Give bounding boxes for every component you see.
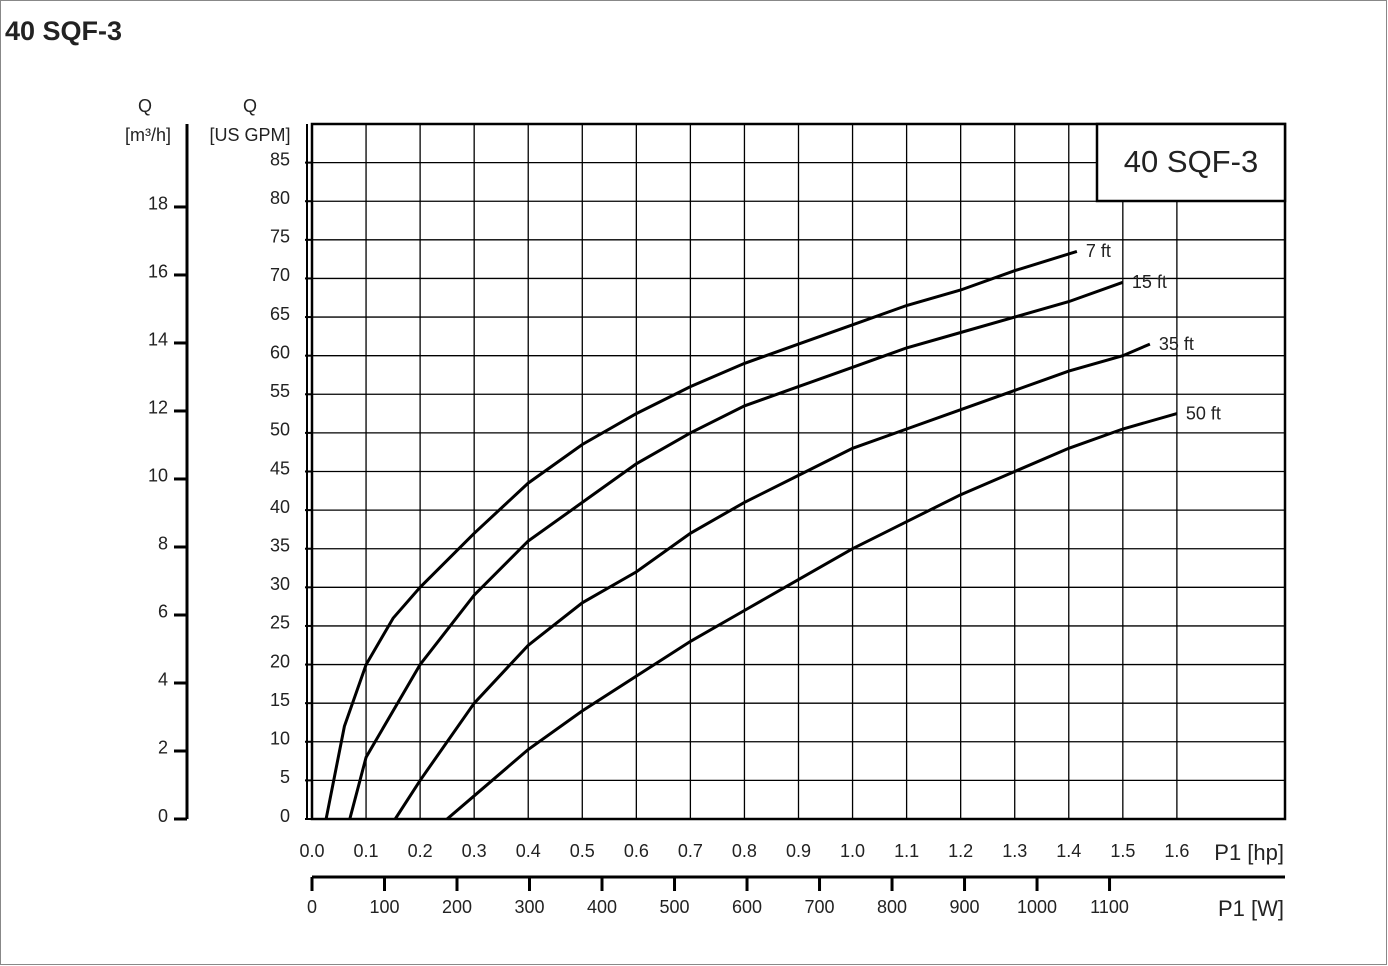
x-tick-label: 1.5 [1110, 841, 1135, 861]
y-tick-label: 85 [270, 149, 290, 169]
x2-tick-label: 700 [805, 897, 835, 917]
x-tick-label: 1.1 [894, 841, 919, 861]
y2-tick-label: 8 [158, 534, 168, 554]
x2-tick-label: 0 [307, 897, 317, 917]
y2-tick-label: 18 [148, 194, 168, 214]
y2-tick-label: 4 [158, 670, 168, 690]
y2-tick-label: 10 [148, 466, 168, 486]
y2-tick-label: 14 [148, 330, 168, 350]
y2-tick-label: 16 [148, 262, 168, 282]
y-label: Q [243, 96, 257, 116]
curve [446, 412, 1178, 821]
x2-tick-label: 100 [369, 897, 399, 917]
x-tick-label: 0.2 [408, 841, 433, 861]
x-tick-label: 0.8 [732, 841, 757, 861]
x2-tick-label: 500 [659, 897, 689, 917]
y-tick-label: 20 [270, 651, 290, 671]
y-tick-label: 15 [270, 690, 290, 710]
y-tick-label: 30 [270, 574, 290, 594]
x-tick-label: 0.5 [570, 841, 595, 861]
x2-tick-label: 200 [442, 897, 472, 917]
x2-tick-label: 400 [587, 897, 617, 917]
x-tick-label: 1.2 [948, 841, 973, 861]
y-tick-label: 65 [270, 304, 290, 324]
x-tick-label: 0.3 [462, 841, 487, 861]
y-unit: [US GPM] [209, 125, 290, 145]
y2-tick-label: 12 [148, 398, 168, 418]
x-label: P1 [hp] [1214, 840, 1284, 865]
y-tick-label: 25 [270, 613, 290, 633]
y-tick-label: 35 [270, 535, 290, 555]
curve [348, 280, 1124, 820]
x-tick-label: 1.0 [840, 841, 865, 861]
box-label: 40 SQF-3 [1124, 144, 1258, 179]
x-tick-label: 0.7 [678, 841, 703, 861]
y-tick-label: 55 [270, 381, 290, 401]
y-tick-label: 5 [280, 767, 290, 787]
x2-tick-label: 1000 [1017, 897, 1057, 917]
x2-label: P1 [W] [1218, 896, 1284, 921]
x-tick-label: 0.6 [624, 841, 649, 861]
y2-tick-label: 2 [158, 738, 168, 758]
x-tick-label: 1.4 [1056, 841, 1081, 861]
x-tick-label: 1.3 [1002, 841, 1027, 861]
x2-tick-label: 800 [877, 897, 907, 917]
curve-label: 50 ft [1186, 403, 1221, 423]
y2-label: Q [138, 96, 152, 116]
y-tick-label: 45 [270, 458, 290, 478]
y-tick-label: 60 [270, 342, 290, 362]
x2-tick-label: 300 [514, 897, 544, 917]
x2-tick-label: 600 [732, 897, 762, 917]
x-tick-label: 0.4 [516, 841, 541, 861]
y-tick-label: 40 [270, 497, 290, 517]
x-tick-label: 0.1 [354, 841, 379, 861]
y2-tick-label: 0 [158, 806, 168, 826]
y2-tick-label: 6 [158, 602, 168, 622]
curve-label: 35 ft [1159, 334, 1194, 354]
label-box [1095, 122, 1287, 203]
y-tick-label: 70 [270, 265, 290, 285]
curve-label: 15 ft [1132, 272, 1167, 292]
curve [393, 342, 1151, 820]
x-tick-label: 1.6 [1164, 841, 1189, 861]
x2-tick-label: 900 [950, 897, 980, 917]
y-tick-label: 80 [270, 188, 290, 208]
y2-unit: [m³/h] [125, 125, 171, 145]
x-tick-label: 0.9 [786, 841, 811, 861]
x-tick-label: 0.0 [299, 841, 324, 861]
plot-border [310, 122, 1287, 821]
chart-title: 40 SQF-3 [5, 16, 122, 46]
y-tick-label: 75 [270, 227, 290, 247]
y-tick-label: 0 [280, 806, 290, 826]
y-tick-label: 50 [270, 420, 290, 440]
x2-tick-label: 1100 [1090, 897, 1129, 917]
y-tick-label: 10 [270, 729, 290, 749]
curve-label: 7 ft [1086, 241, 1111, 261]
curve [324, 249, 1078, 820]
